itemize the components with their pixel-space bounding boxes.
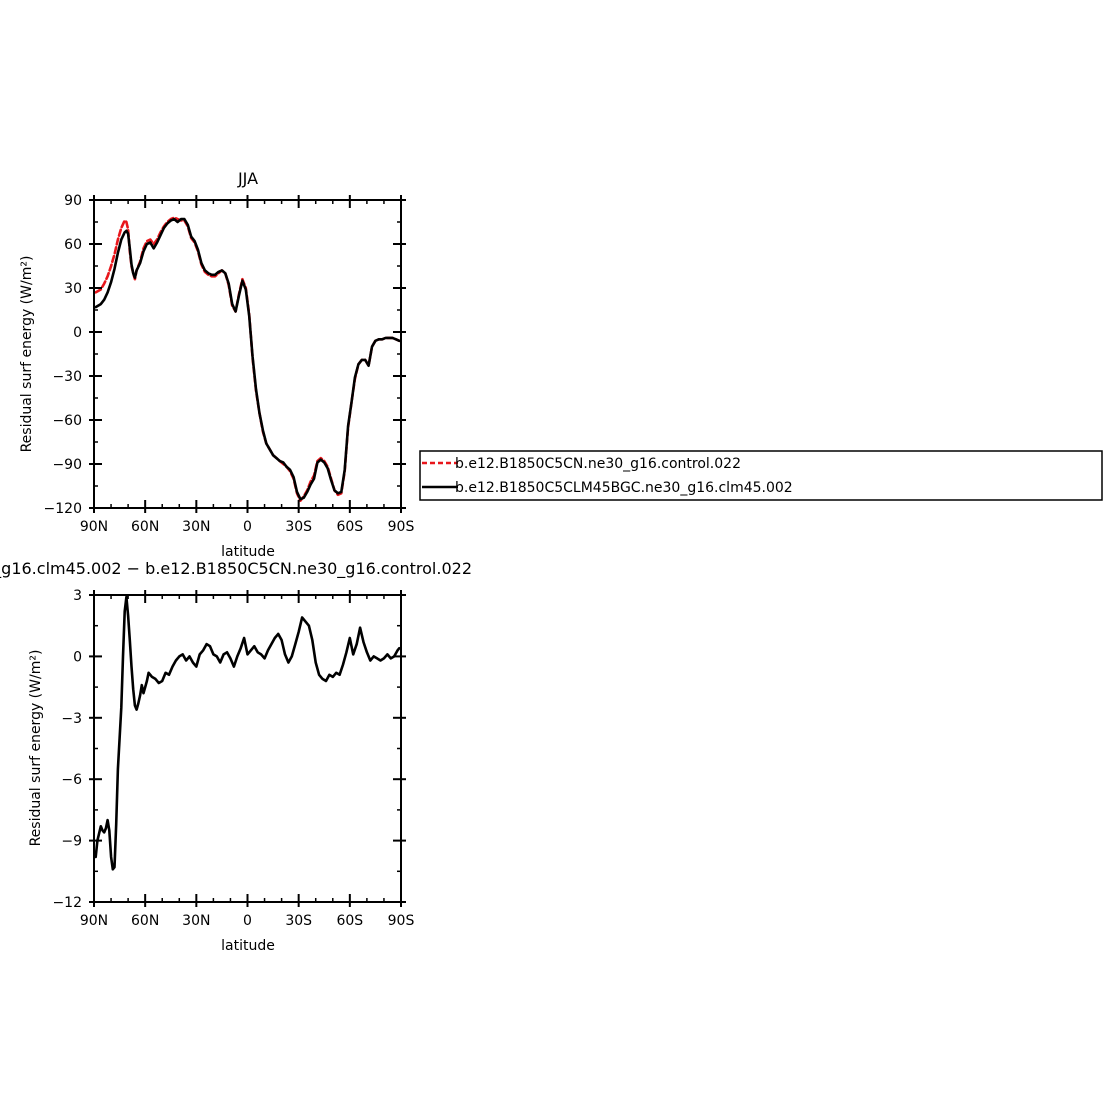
bottom-series-line-0 [94, 595, 401, 871]
top-y-tick-label: 0 [73, 325, 82, 341]
top-x-tick-label: 60S [336, 519, 363, 535]
legend-box [419, 450, 1103, 501]
bottom-y-tick-label: −6 [61, 772, 82, 788]
bottom-axis-ticks [89, 590, 406, 907]
legend-label-clm45: b.e12.B1850C5CLM45BGC.ne30_g16.clm45.002 [455, 480, 793, 496]
top-y-tick-label: 90 [64, 193, 82, 209]
bottom-tick-labels: 90N 60N 30N 0 30S 60S 90S 3 0 −3 −6 −9 −12 [52, 588, 414, 929]
top-axis-ticks [89, 195, 406, 513]
legend-label-control: b.e12.B1850C5CN.ne30_g16.control.022 [455, 456, 741, 472]
top-y-tick-label: −30 [52, 369, 82, 385]
bottom-plot-frame [93, 594, 402, 903]
bottom-y-tick-label: −3 [61, 711, 82, 727]
top-y-tick-label: −120 [44, 501, 82, 517]
bottom-series-group [94, 595, 401, 871]
top-x-tick-label: 90S [388, 519, 415, 535]
top-x-tick-label: 0 [243, 519, 252, 535]
panel-top: JJA 90N 60N 30N 0 30S 60S 90S 90 60 30 0 −30 −60 −90 −… [19, 169, 414, 560]
bottom-x-tick-label: 90N [80, 913, 108, 929]
top-y-tick-label: 30 [64, 281, 82, 297]
top-plot-frame [93, 199, 402, 509]
bottom-x-tick-label: 60S [336, 913, 363, 929]
top-series-group [94, 216, 401, 503]
bottom-y-axis-label: Residual surf energy (W/m²) [28, 650, 44, 847]
legend: b.e12.B1850C5CN.ne30_g16.control.022 b.e… [419, 450, 1103, 501]
top-x-tick-label: 30S [285, 519, 312, 535]
panel-bottom: b.e12.B1850C5CLM45BGC.ne30_g16.clm45.002… [0, 559, 472, 954]
top-y-axis-label: Residual surf energy (W/m²) [19, 256, 35, 453]
bottom-x-axis-label: latitude [221, 938, 275, 954]
bottom-y-tick-label: −9 [61, 834, 82, 850]
bottom-x-tick-label: 30S [285, 913, 312, 929]
top-x-tick-label: 90N [80, 519, 108, 535]
bottom-y-tick-label: −12 [52, 895, 82, 911]
top-x-axis-label: latitude [221, 544, 275, 560]
bottom-x-tick-label: 0 [243, 913, 252, 929]
top-y-tick-label: 60 [64, 237, 82, 253]
bottom-y-tick-label: 0 [73, 649, 82, 665]
top-series-line-1 [94, 217, 401, 501]
bottom-y-tick-label: 3 [73, 588, 82, 604]
top-x-tick-label: 30N [182, 519, 210, 535]
bottom-x-tick-label: 30N [182, 913, 210, 929]
top-x-tick-label: 60N [131, 519, 159, 535]
top-tick-labels: 90N 60N 30N 0 30S 60S 90S 90 60 30 0 −30 −60 −90 −120 [44, 193, 415, 535]
top-y-tick-label: −60 [52, 413, 82, 429]
top-panel-title: JJA [237, 169, 258, 188]
bottom-x-tick-label: 60N [131, 913, 159, 929]
bottom-panel-title: b.e12.B1850C5CLM45BGC.ne30_g16.clm45.002… [0, 559, 472, 579]
top-y-tick-label: −90 [52, 457, 82, 473]
bottom-x-tick-label: 90S [388, 913, 415, 929]
